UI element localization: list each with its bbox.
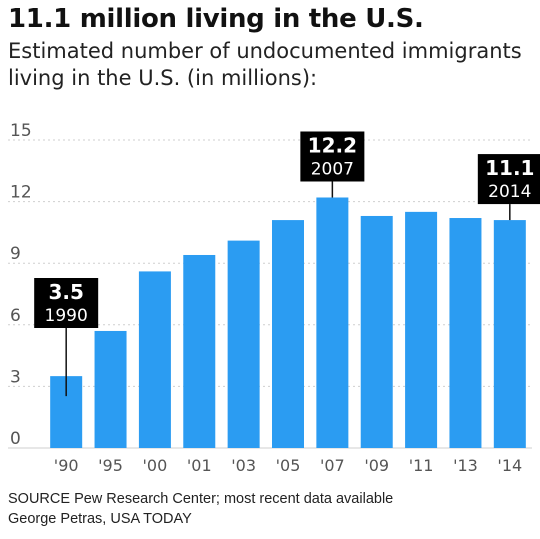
x-tick-label: '95 [98,456,123,475]
bar [183,254,216,448]
source-note: SOURCE Pew Research Center; most recent … [8,491,394,507]
callout-year: 2007 [311,159,354,179]
chart-subtitle: Estimated number of undocumented immigra… [8,39,522,90]
callout-value: 11.1 [485,156,534,180]
x-tick-label: '01 [187,456,212,475]
x-tick-label: '11 [409,456,434,475]
x-tick-label: '13 [453,456,478,475]
bar [493,220,526,448]
callout-year: 2014 [488,182,531,202]
y-tick-label: 6 [10,306,21,326]
callout-value: 12.2 [308,133,357,157]
x-tick-label: '14 [497,456,522,475]
bar [405,211,438,448]
bar [138,271,171,448]
bar [272,220,304,448]
callout-value: 3.5 [48,280,83,304]
x-tick-label: '09 [364,456,389,475]
y-tick-label: 9 [10,244,21,264]
x-tick-label: '03 [231,456,256,475]
source-footer: SOURCE Pew Research Center; most recent … [8,489,393,529]
bar [449,218,482,448]
bar [94,330,127,448]
callout-box [34,278,99,328]
y-tick-label: 15 [10,121,32,141]
callout-box [477,154,540,205]
credit-note: George Petras, USA TODAY [8,511,192,527]
x-tick-label: '05 [276,456,301,475]
x-tick-label: '07 [320,456,345,475]
y-tick-label: 0 [10,429,21,449]
y-tick-label: 12 [10,183,32,203]
bar [316,197,349,448]
x-tick-label: '90 [54,456,79,475]
callout-year: 1990 [45,306,88,326]
bar [227,240,260,448]
y-tick-label: 3 [10,367,21,387]
bar [360,215,393,448]
x-tick-label: '00 [143,456,168,475]
chart-title: 11.1 million living in the U.S. [8,4,424,34]
callout-box [300,131,365,182]
